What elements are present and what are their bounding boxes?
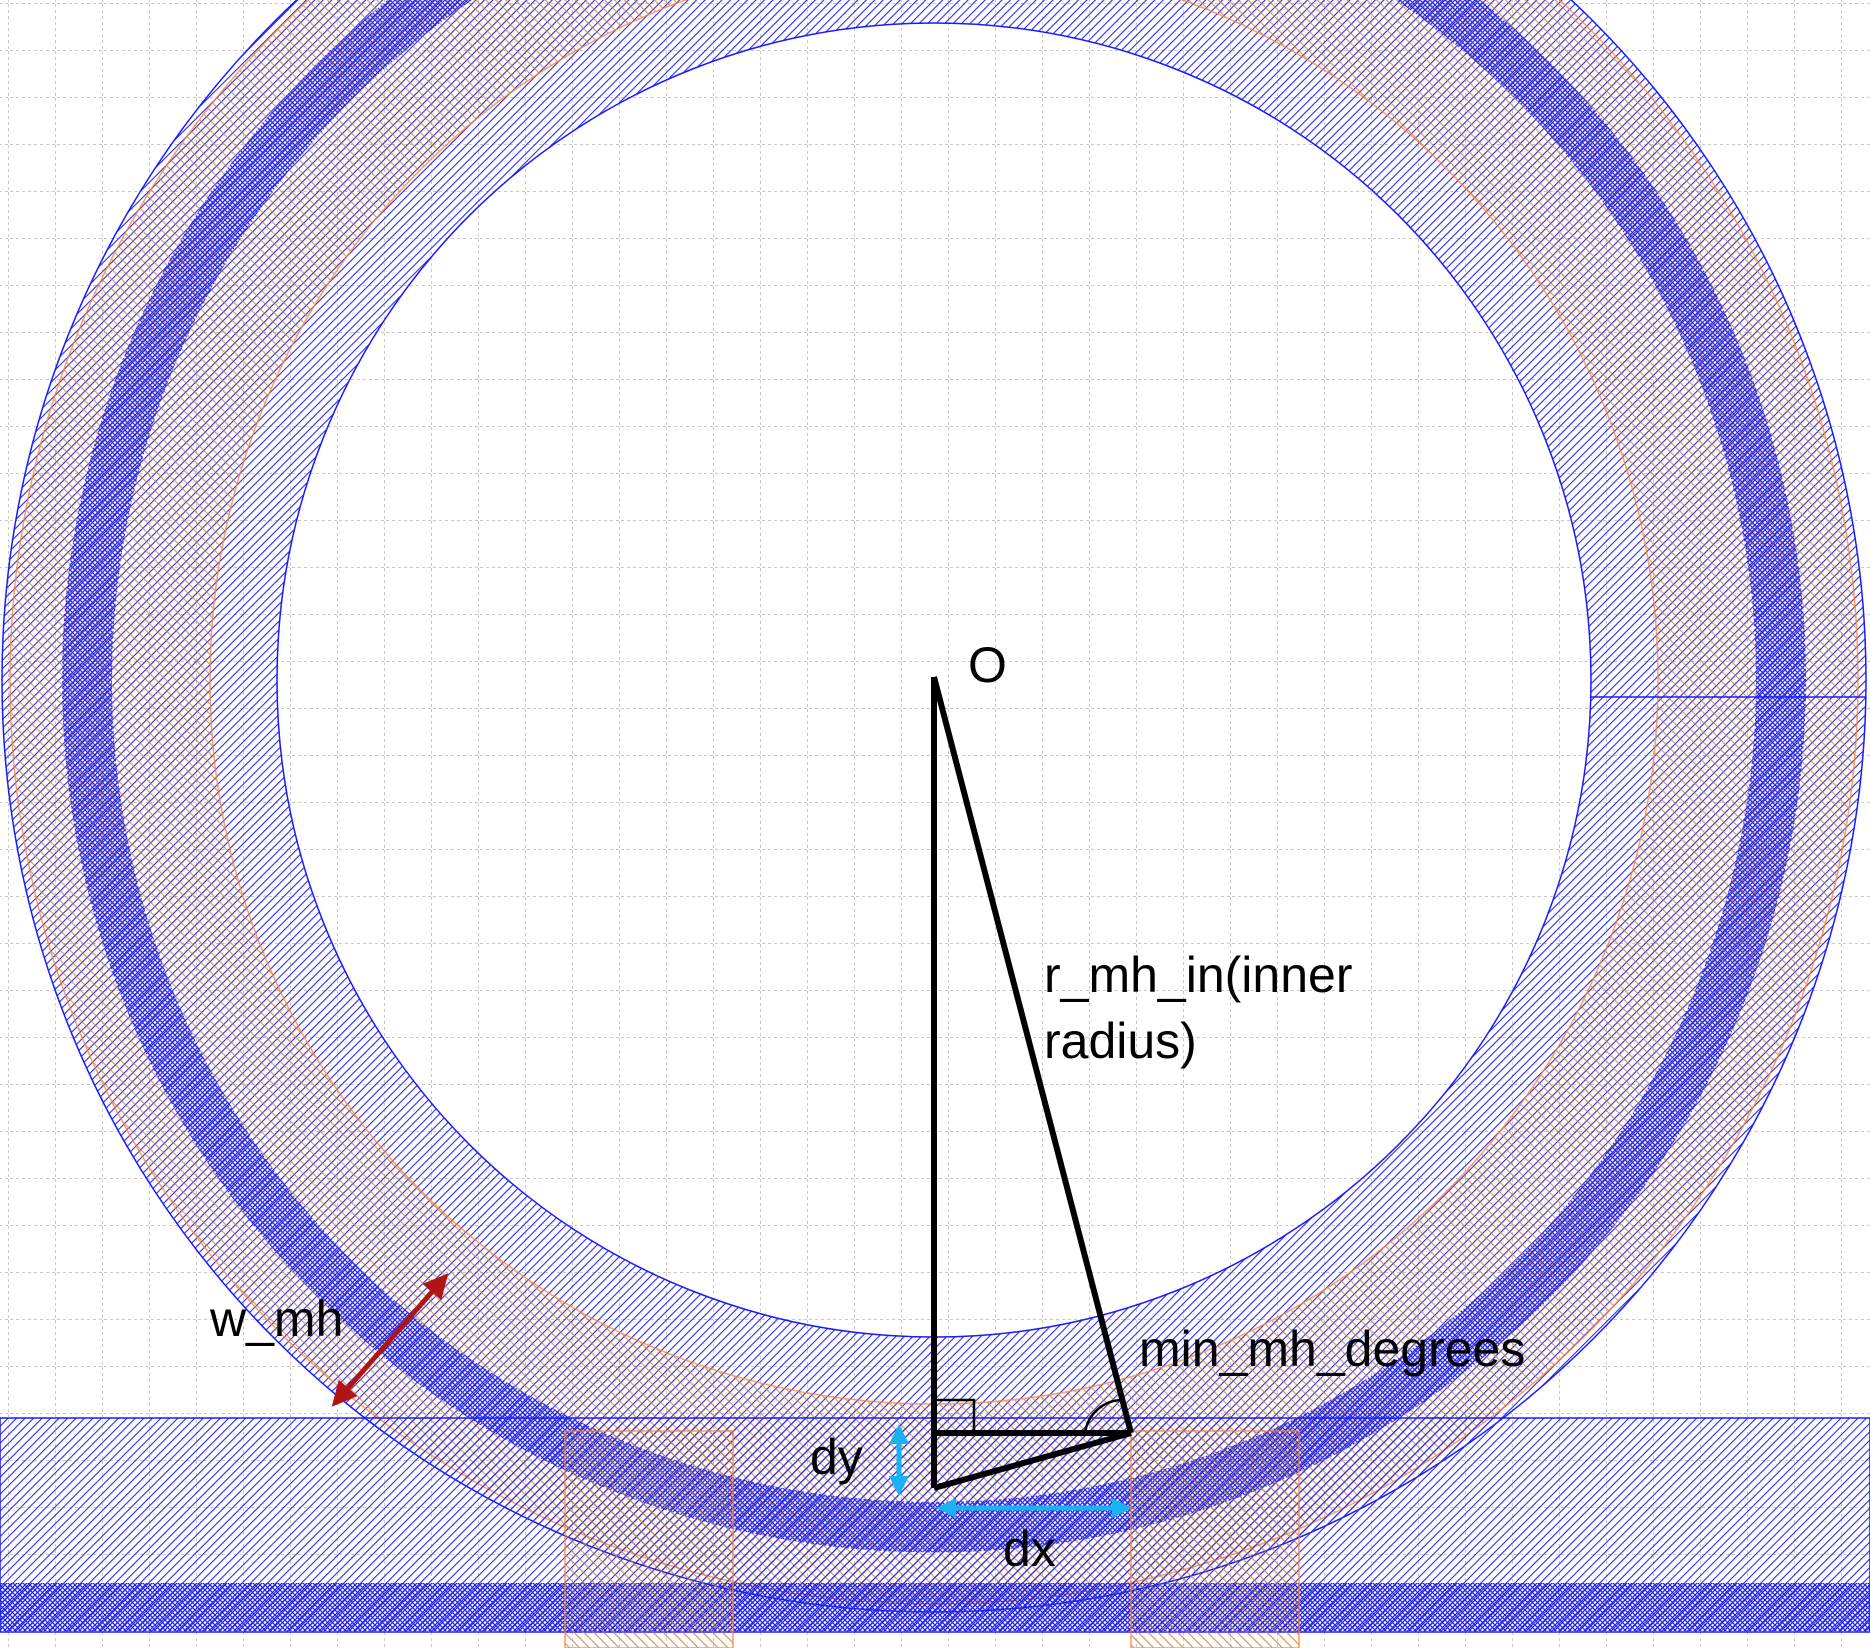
origin-label: O bbox=[968, 637, 1007, 693]
bus-waveguide-core bbox=[0, 1583, 1870, 1631]
width-arrow bbox=[331, 1273, 449, 1407]
angle-label: min_mh_degrees bbox=[1139, 1321, 1525, 1377]
radius-label-line1: r_mh_in(inner bbox=[1044, 947, 1352, 1003]
geometry-triangle bbox=[931, 676, 1134, 1491]
radius-line bbox=[931, 676, 1134, 1434]
angle-arc-marker bbox=[1083, 1398, 1123, 1434]
right-angle-marker bbox=[934, 1398, 976, 1433]
chord-line bbox=[933, 1430, 1132, 1491]
dy-label: dy bbox=[810, 1429, 863, 1485]
radius-label-line2: radius) bbox=[1044, 1013, 1197, 1069]
left-contact-pad bbox=[564, 1430, 734, 1648]
dx-label: dx bbox=[1003, 1521, 1056, 1577]
width-label: w_mh bbox=[209, 1291, 343, 1347]
right-contact-pad bbox=[1130, 1430, 1300, 1648]
